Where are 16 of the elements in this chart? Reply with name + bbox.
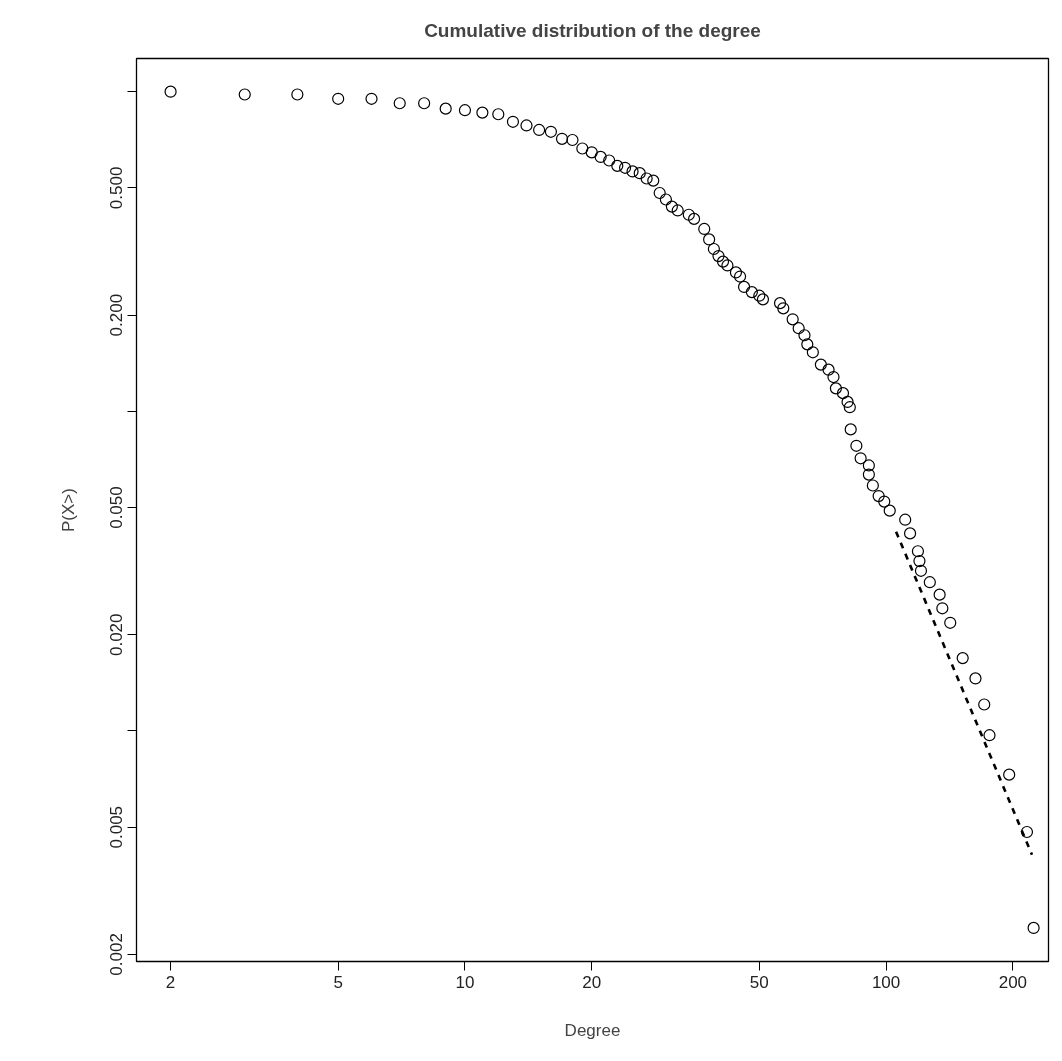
x-tick-label: 50 (749, 972, 769, 992)
y-tick-label: 0.002 (107, 933, 127, 976)
chart-title: Cumulative distribution of the degree (424, 20, 761, 41)
x-tick-label: 5 (333, 972, 343, 992)
x-tick-label: 10 (455, 972, 475, 992)
y-tick-label: 0.020 (107, 613, 127, 657)
x-tick-label: 200 (998, 972, 1028, 992)
y-tick-label: 0.200 (107, 293, 127, 337)
x-tick-label: 100 (871, 972, 901, 992)
y-tick-label: 0.050 (107, 486, 127, 529)
y-tick-label: 0.500 (107, 166, 127, 210)
x-tick-label: 20 (582, 972, 602, 992)
x-axis-title: Degree (564, 1020, 621, 1040)
y-axis-title: P(X>) (58, 488, 78, 532)
x-tick-label: 2 (165, 972, 176, 992)
y-tick-label: 0.005 (107, 805, 127, 849)
